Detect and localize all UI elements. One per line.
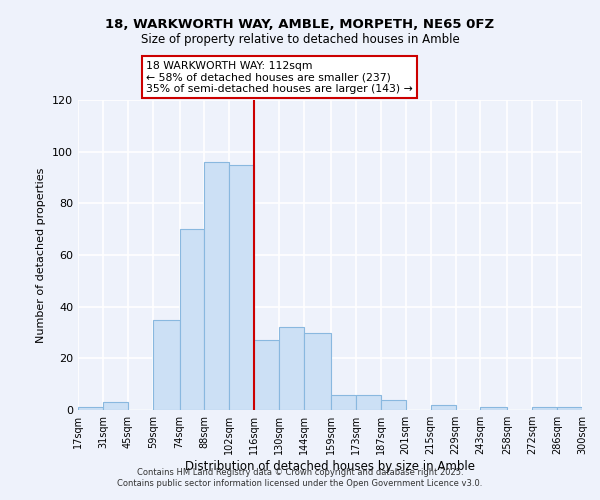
Bar bbox=[78, 408, 103, 410]
X-axis label: Distribution of detached houses by size in Amble: Distribution of detached houses by size … bbox=[185, 460, 475, 473]
Bar bbox=[557, 408, 582, 410]
Bar bbox=[103, 402, 128, 410]
Bar bbox=[381, 400, 406, 410]
Bar bbox=[205, 162, 229, 410]
Bar bbox=[304, 332, 331, 410]
Bar bbox=[254, 340, 279, 410]
Text: Size of property relative to detached houses in Amble: Size of property relative to detached ho… bbox=[140, 32, 460, 46]
Bar bbox=[331, 394, 356, 410]
Text: 18 WARKWORTH WAY: 112sqm
← 58% of detached houses are smaller (237)
35% of semi-: 18 WARKWORTH WAY: 112sqm ← 58% of detach… bbox=[146, 60, 413, 94]
Bar bbox=[229, 164, 254, 410]
Bar bbox=[279, 328, 304, 410]
Bar bbox=[179, 229, 205, 410]
Bar bbox=[356, 394, 381, 410]
Bar bbox=[153, 320, 179, 410]
Y-axis label: Number of detached properties: Number of detached properties bbox=[37, 168, 46, 342]
Bar bbox=[481, 408, 507, 410]
Text: 18, WARKWORTH WAY, AMBLE, MORPETH, NE65 0FZ: 18, WARKWORTH WAY, AMBLE, MORPETH, NE65 … bbox=[106, 18, 494, 30]
Text: Contains HM Land Registry data © Crown copyright and database right 2025.
Contai: Contains HM Land Registry data © Crown c… bbox=[118, 468, 482, 487]
Bar bbox=[431, 405, 455, 410]
Bar bbox=[532, 408, 557, 410]
